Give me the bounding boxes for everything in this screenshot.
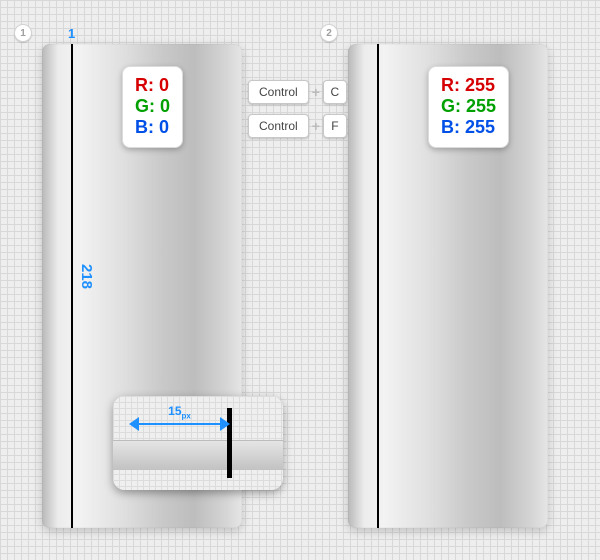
key-f: F [323,114,347,138]
right-vertical-line [377,44,379,528]
step-badge-1: 1 [14,24,32,42]
step-2-label: 2 [326,28,332,39]
rgb-r-right: R: 255 [441,75,496,96]
zoom-cylinder-band [113,440,283,470]
rgb-box-right: R: 255 G: 255 B: 255 [428,66,509,148]
step-1-label: 1 [20,28,26,39]
zoom-measure-value: 15 [168,404,181,418]
zoom-arrow-bar [131,423,228,425]
key-c: C [323,80,347,104]
rgb-b-right: B: 255 [441,117,496,138]
rgb-g-left: G: 0 [135,96,170,117]
arrow-left-icon [129,417,139,431]
zoom-measure: 15px [131,414,228,434]
plus-icon-2: + [312,118,320,134]
rgb-r-left: R: 0 [135,75,170,96]
shortcut-row-2: Control + F [248,114,347,138]
dim-top-width: 1 [68,26,75,41]
zoom-measure-label: 15px [168,404,191,420]
zoom-callout: 15px [113,396,283,490]
key-control-1: Control [248,80,309,104]
arrow-right-icon [220,417,230,431]
left-vertical-line [71,44,73,528]
dim-side-height: 218 [78,264,95,289]
shortcut-row-1: Control + C [248,80,347,104]
zoom-measure-unit: px [182,411,191,420]
rgb-g-right: G: 255 [441,96,496,117]
plus-icon-1: + [312,84,320,100]
rgb-b-left: B: 0 [135,117,170,138]
rgb-box-left: R: 0 G: 0 B: 0 [122,66,183,148]
key-control-2: Control [248,114,309,138]
step-badge-2: 2 [320,24,338,42]
